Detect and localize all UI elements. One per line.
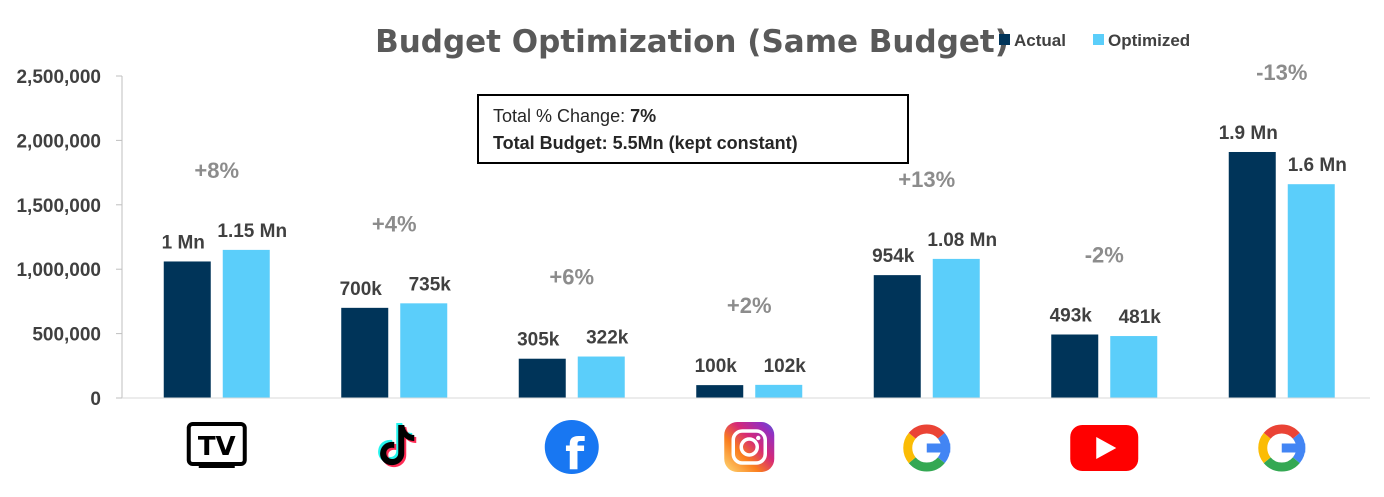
summary-box: Total % Change: 7% Total Budget: 5.5Mn (… — [477, 94, 909, 164]
tiktok-icon — [378, 423, 417, 468]
google-icon — [1258, 424, 1306, 472]
summary-total-change-value: 7% — [630, 106, 656, 126]
y-tick-label: 1,000,000 — [16, 260, 101, 281]
chart-title: Budget Optimization (Same Budget) — [375, 24, 1009, 60]
value-label-optimized: 322k — [586, 328, 629, 349]
bar-actual-4 — [873, 275, 921, 398]
pct-change-label: +4% — [372, 211, 417, 236]
bar-actual-0 — [163, 261, 211, 398]
value-label-actual: 1 Mn — [162, 232, 205, 253]
bar-actual-3 — [696, 385, 744, 398]
summary-total-change-label: Total % Change: — [493, 106, 630, 126]
category-icons: TV f — [186, 420, 1306, 480]
youtube-icon — [1070, 425, 1139, 471]
y-tick-label: 0 — [90, 389, 101, 410]
facebook-icon: f — [544, 420, 599, 480]
bar-actual-1 — [341, 307, 389, 398]
instagram-icon — [724, 422, 775, 472]
bar-optimized-6 — [1287, 184, 1335, 398]
bars — [122, 151, 1370, 399]
value-label-optimized: 735k — [409, 274, 452, 295]
pct-change-label: -13% — [1256, 60, 1307, 85]
legend-label-actual: Actual — [1014, 31, 1066, 50]
legend-swatch-actual — [999, 34, 1010, 45]
legend-swatch-optimized — [1093, 34, 1104, 45]
y-tick-label: 500,000 — [32, 325, 101, 346]
svg-text:TV: TV — [198, 432, 236, 462]
summary-line-total-budget: Total Budget: 5.5Mn (kept constant) — [493, 133, 798, 153]
value-label-optimized: 102k — [764, 356, 807, 377]
value-label-optimized: 1.6 Mn — [1288, 155, 1347, 176]
bar-actual-6 — [1228, 151, 1276, 398]
value-label-actual: 954k — [872, 246, 915, 267]
bar-actual-5 — [1051, 334, 1099, 398]
value-label-optimized: 1.08 Mn — [927, 230, 997, 251]
pct-change-label: +8% — [194, 158, 239, 183]
google-icon — [903, 424, 951, 472]
bar-optimized-5 — [1110, 336, 1158, 398]
value-label-optimized: 1.15 Mn — [217, 221, 287, 242]
y-axis: 0 500,000 1,000,000 1,500,000 2,000,000 2,500… — [16, 67, 123, 410]
svg-text:f: f — [565, 429, 585, 480]
pct-change-label: +6% — [549, 265, 594, 290]
bar-optimized-4 — [932, 258, 980, 398]
pct-change-label: +2% — [727, 293, 772, 318]
bar-optimized-0 — [222, 249, 270, 398]
bar-actual-2 — [518, 358, 566, 398]
bar-optimized-2 — [577, 356, 625, 398]
summary-line-total-change: Total % Change: 7% — [493, 106, 656, 126]
y-tick-label: 1,500,000 — [16, 196, 101, 217]
value-label-actual: 305k — [517, 330, 560, 351]
summary-box-border — [477, 94, 909, 164]
value-label-actual: 100k — [695, 356, 738, 377]
value-label-optimized: 481k — [1119, 307, 1162, 328]
pct-change-label: +13% — [898, 167, 955, 192]
bar-optimized-3 — [755, 384, 803, 398]
data-labels: 1 Mn 1.15 Mn +8% 700k 735k +4% 305k 322k +6% 100k… — [162, 60, 1347, 377]
y-tick-label: 2,500,000 — [16, 67, 101, 88]
tv-icon: TV — [186, 422, 247, 468]
bar-optimized-1 — [400, 303, 448, 398]
value-label-actual: 493k — [1050, 306, 1093, 327]
pct-change-label: -2% — [1085, 243, 1124, 268]
value-label-actual: 700k — [340, 279, 383, 300]
legend: Actual Optimized — [999, 31, 1190, 50]
value-label-actual: 1.9 Mn — [1219, 123, 1278, 144]
legend-label-optimized: Optimized — [1108, 31, 1190, 50]
y-tick-label: 2,000,000 — [16, 131, 101, 152]
